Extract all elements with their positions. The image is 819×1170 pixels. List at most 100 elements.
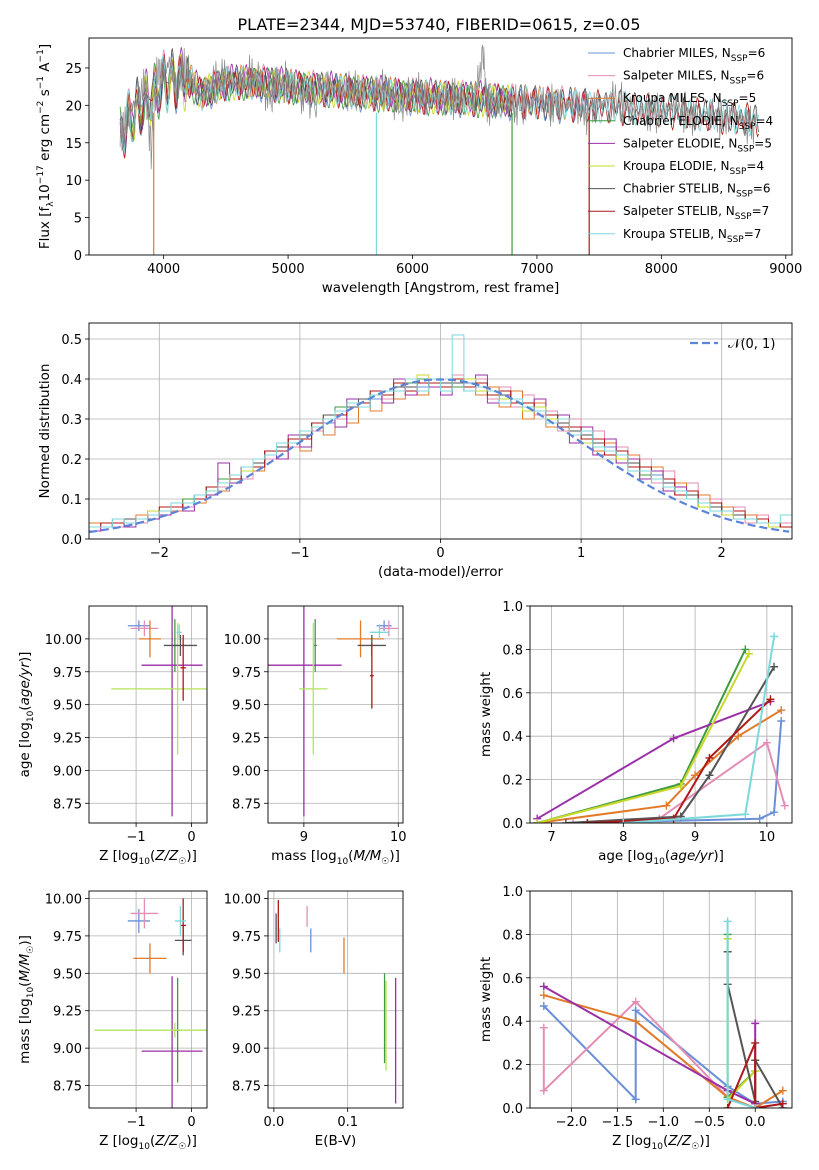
weight-point-marker (631, 1006, 640, 1015)
weight-point-marker (539, 1086, 548, 1095)
y-tick-label: 9.50 (53, 967, 82, 982)
legend-label: Salpeter ELODIE, NSSP=5 (623, 136, 772, 154)
y-tick-label: 0.4 (502, 1015, 523, 1030)
weight-vs-metallicity-panel: −2.0 −1.5 −1.0 −0.5 0.0 0.0 0.2 0.4 0.6 0.8 1.0 Z [… (478, 885, 793, 1152)
y-tick-label: 9.75 (232, 666, 261, 681)
y-tick-label: 9.50 (53, 699, 82, 714)
y-tick-label: 9.25 (232, 732, 261, 747)
y-tick-label: 1.0 (502, 885, 523, 900)
weight-point-marker (539, 991, 548, 1000)
plot-area (119, 44, 759, 255)
age-vs-metallicity-panel: −1 0 8.75 9.00 9.25 9.50 9.75 10.00 Z [log10(Z/Z… (17, 605, 208, 867)
x-axis-label: mass [log10(M/M☉)] (271, 848, 400, 867)
weight-point-marker (631, 997, 640, 1006)
x-tick-label: 0.0 (745, 1115, 766, 1130)
y-tick-label: 20 (65, 99, 82, 114)
y-tick-label: 9.75 (53, 666, 82, 681)
weight-point-marker (723, 917, 732, 926)
x-axis-label: (data-model)/error (378, 564, 504, 580)
y-tick-label: 0.3 (61, 413, 82, 428)
y-tick-label: 9.00 (53, 1042, 82, 1057)
y-axis-label: mass [log10(M/M☉)] (17, 935, 36, 1064)
y-tick-label: 10 (65, 174, 82, 189)
y-tick-label: 15 (65, 137, 82, 152)
y-tick-label: 9.50 (232, 699, 261, 714)
axes-frame (267, 605, 404, 824)
weight-point-marker (561, 819, 570, 823)
y-axis-label: mass weight (478, 672, 494, 757)
weight-point-marker (723, 1104, 732, 1108)
histogram-step (89, 334, 792, 528)
y-tick-label: 9.00 (232, 764, 261, 779)
y-tick-label: 9.50 (232, 967, 261, 982)
x-tick-label: −1.5 (602, 1115, 634, 1130)
weight-point-marker (751, 1019, 760, 1028)
mass-vs-ebv-panel: 0.0 0.1 8.75 9.00 9.25 9.50 9.75 10.00 E(B-V) (224, 890, 404, 1149)
weight-point-marker (631, 1095, 640, 1104)
x-tick-label: −1 (290, 546, 309, 561)
y-tick-label: 9.75 (53, 930, 82, 945)
x-tick-label: −2 (150, 546, 169, 561)
legend-label: Chabrier MILES, NSSP=6 (623, 46, 765, 64)
axes-frame (88, 322, 793, 540)
weight-series-line (536, 700, 771, 820)
weight-point-marker (751, 1038, 760, 1047)
y-tick-label: 9.25 (232, 1005, 261, 1020)
weight-point-marker (766, 695, 775, 704)
legend-label: Kroupa STELIB, NSSP=7 (623, 227, 761, 245)
spectrum-data-line (119, 44, 758, 170)
legend-label: Chabrier ELODIE, NSSP=4 (623, 114, 773, 132)
y-tick-label: 9.25 (53, 1005, 82, 1020)
weight-point-marker (744, 649, 753, 658)
weight-point-marker (741, 810, 750, 819)
y-tick-label: 10.00 (224, 892, 261, 907)
x-tick-label: −1 (127, 1115, 146, 1130)
y-tick-label: 0.0 (502, 817, 523, 832)
axes-frame (88, 605, 208, 824)
y-axis-label: Normed distribution (37, 364, 53, 499)
weight-point-marker (762, 738, 771, 747)
y-tick-label: 9.00 (232, 1042, 261, 1057)
plot-area (275, 899, 397, 1104)
plot-area (539, 917, 787, 1108)
y-tick-label: 0.8 (502, 928, 523, 943)
histogram-step (89, 374, 792, 532)
weight-series-line (542, 1000, 756, 1108)
y-tick-label: 5 (74, 212, 82, 227)
weight-point-marker (705, 771, 714, 780)
weight-series-line (543, 985, 757, 1106)
spectrum-model-line (119, 54, 759, 152)
y-tick-label: 10.00 (224, 633, 261, 648)
x-axis-label: age [log10(age/yr)] (598, 848, 724, 867)
x-tick-label: 0 (436, 546, 444, 561)
weight-series-line (537, 709, 782, 823)
axes-frame (529, 890, 793, 1109)
x-axis-label: wavelength [Angstrom, rest frame] (322, 280, 560, 296)
x-tick-label: 9000 (769, 262, 802, 277)
y-tick-label: 9.00 (53, 764, 82, 779)
x-tick-label: 8 (619, 830, 627, 845)
weight-series-line (726, 934, 756, 1100)
weight-point-marker (619, 819, 628, 823)
y-tick-label: 0.0 (502, 1102, 523, 1117)
y-tick-label: 0.6 (502, 972, 523, 987)
y-tick-label: 10.00 (45, 892, 82, 907)
x-axis-label: Z [log10(Z/Z☉)] (99, 1133, 197, 1152)
weight-point-marker (777, 706, 786, 715)
mass-vs-metallicity-panel: −1 0 8.75 9.00 9.25 9.50 9.75 10.00 Z [log10(Z/Z… (17, 890, 208, 1152)
axes-frame (267, 890, 404, 1109)
y-tick-label: 0.4 (502, 730, 523, 745)
x-tick-label: 8000 (645, 262, 678, 277)
x-tick-label: 9 (691, 830, 699, 845)
weight-point-marker (662, 801, 671, 810)
y-tick-label: 0.2 (502, 1059, 523, 1074)
axes-frame (88, 37, 793, 256)
x-tick-label: 4000 (147, 262, 180, 277)
figure-title: PLATE=2344, MJD=53740, FIBERID=0615, z=0… (237, 15, 640, 34)
y-tick-label: 0.8 (502, 643, 523, 658)
plot-area (111, 606, 207, 817)
age-vs-mass-panel: 9 10 8.75 9.00 9.25 9.50 9.75 10.00 mass [log10(… (224, 605, 407, 867)
x-tick-label: 0.0 (264, 1115, 285, 1130)
y-tick-label: 1.0 (502, 600, 523, 615)
axes-frame (88, 890, 208, 1109)
